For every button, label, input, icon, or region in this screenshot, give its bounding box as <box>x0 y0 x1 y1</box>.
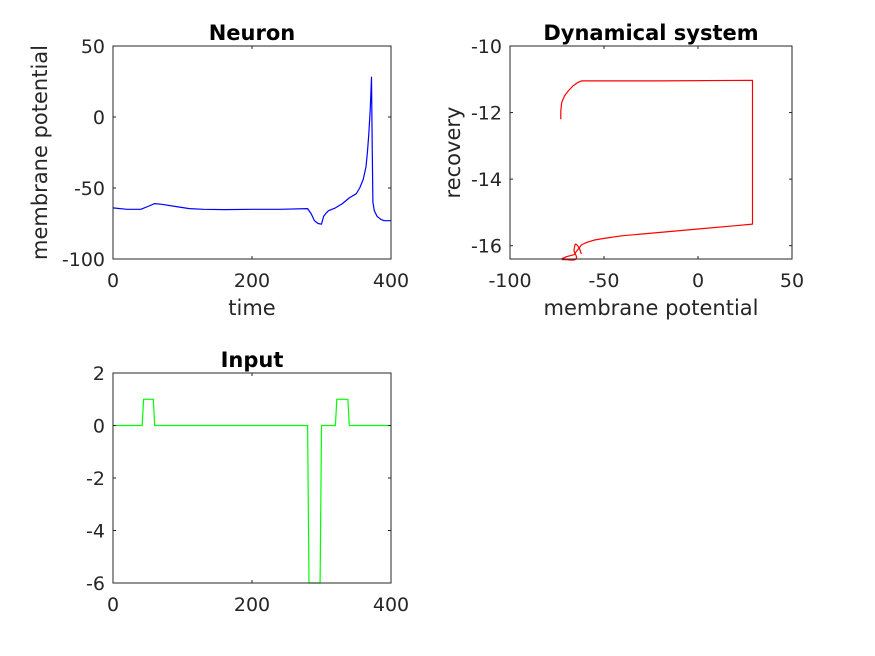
dynamical-system-plot-frame <box>509 45 793 260</box>
neuron-y-tick-label: -50 <box>74 178 105 200</box>
neuron-y-tick-label: 50 <box>81 36 105 58</box>
input-x-tick-label: 0 <box>107 594 119 616</box>
neuron-x-tick-label: 0 <box>107 270 119 292</box>
dynamical-system-axes: -100 -50 0 50 -16 -14 -12 -10 Dynamical system me… <box>441 21 804 320</box>
input-y-tick-label: 2 <box>93 363 105 385</box>
input-x-tick-label: 200 <box>234 594 270 616</box>
neuron-x-tick-label: 400 <box>373 270 409 292</box>
dynamical-system-x-tick-label: -100 <box>488 270 531 292</box>
input-axes: 0 200 400 -6 -4 -2 0 2 Input <box>86 348 409 616</box>
dynamical-system-x-tick-label: -50 <box>588 270 619 292</box>
dynamical-system-y-axis-label: recovery <box>441 107 465 199</box>
neuron-y-tick-label: 0 <box>93 107 105 129</box>
dynamical-system-y-tick-label: -16 <box>471 236 502 258</box>
dynamical-system-y-tick-label: -12 <box>471 103 502 125</box>
neuron-x-tick-label: 200 <box>234 270 270 292</box>
neuron-axes: 0 200 400 -100 -50 0 50 Neuron time membrane pote… <box>28 21 409 320</box>
input-y-tick-label: -4 <box>86 521 105 543</box>
dynamical-system-title: Dynamical system <box>543 21 758 45</box>
dynamical-system-x-axis-label: membrane potential <box>544 296 759 320</box>
dynamical-system-series-line-0 <box>560 79 754 261</box>
neuron-y-axis-label: membrane potential <box>28 45 52 260</box>
input-y-tick-label: 0 <box>93 416 105 438</box>
neuron-x-axis-label: time <box>228 296 275 320</box>
neuron-series-line-0 <box>112 76 391 225</box>
dynamical-system-x-tick-label: 50 <box>780 270 804 292</box>
input-title: Input <box>221 348 284 372</box>
input-x-tick-label: 400 <box>373 594 409 616</box>
neuron-y-tick-label: -100 <box>62 249 105 271</box>
dynamical-system-x-tick-label: 0 <box>692 270 704 292</box>
dynamical-system-y-tick-label: -14 <box>471 169 502 191</box>
neuron-title: Neuron <box>209 21 296 45</box>
dynamical-system-y-tick-label: -10 <box>471 36 502 58</box>
input-y-tick-label: -2 <box>86 468 105 490</box>
input-y-tick-label: -6 <box>86 573 105 595</box>
